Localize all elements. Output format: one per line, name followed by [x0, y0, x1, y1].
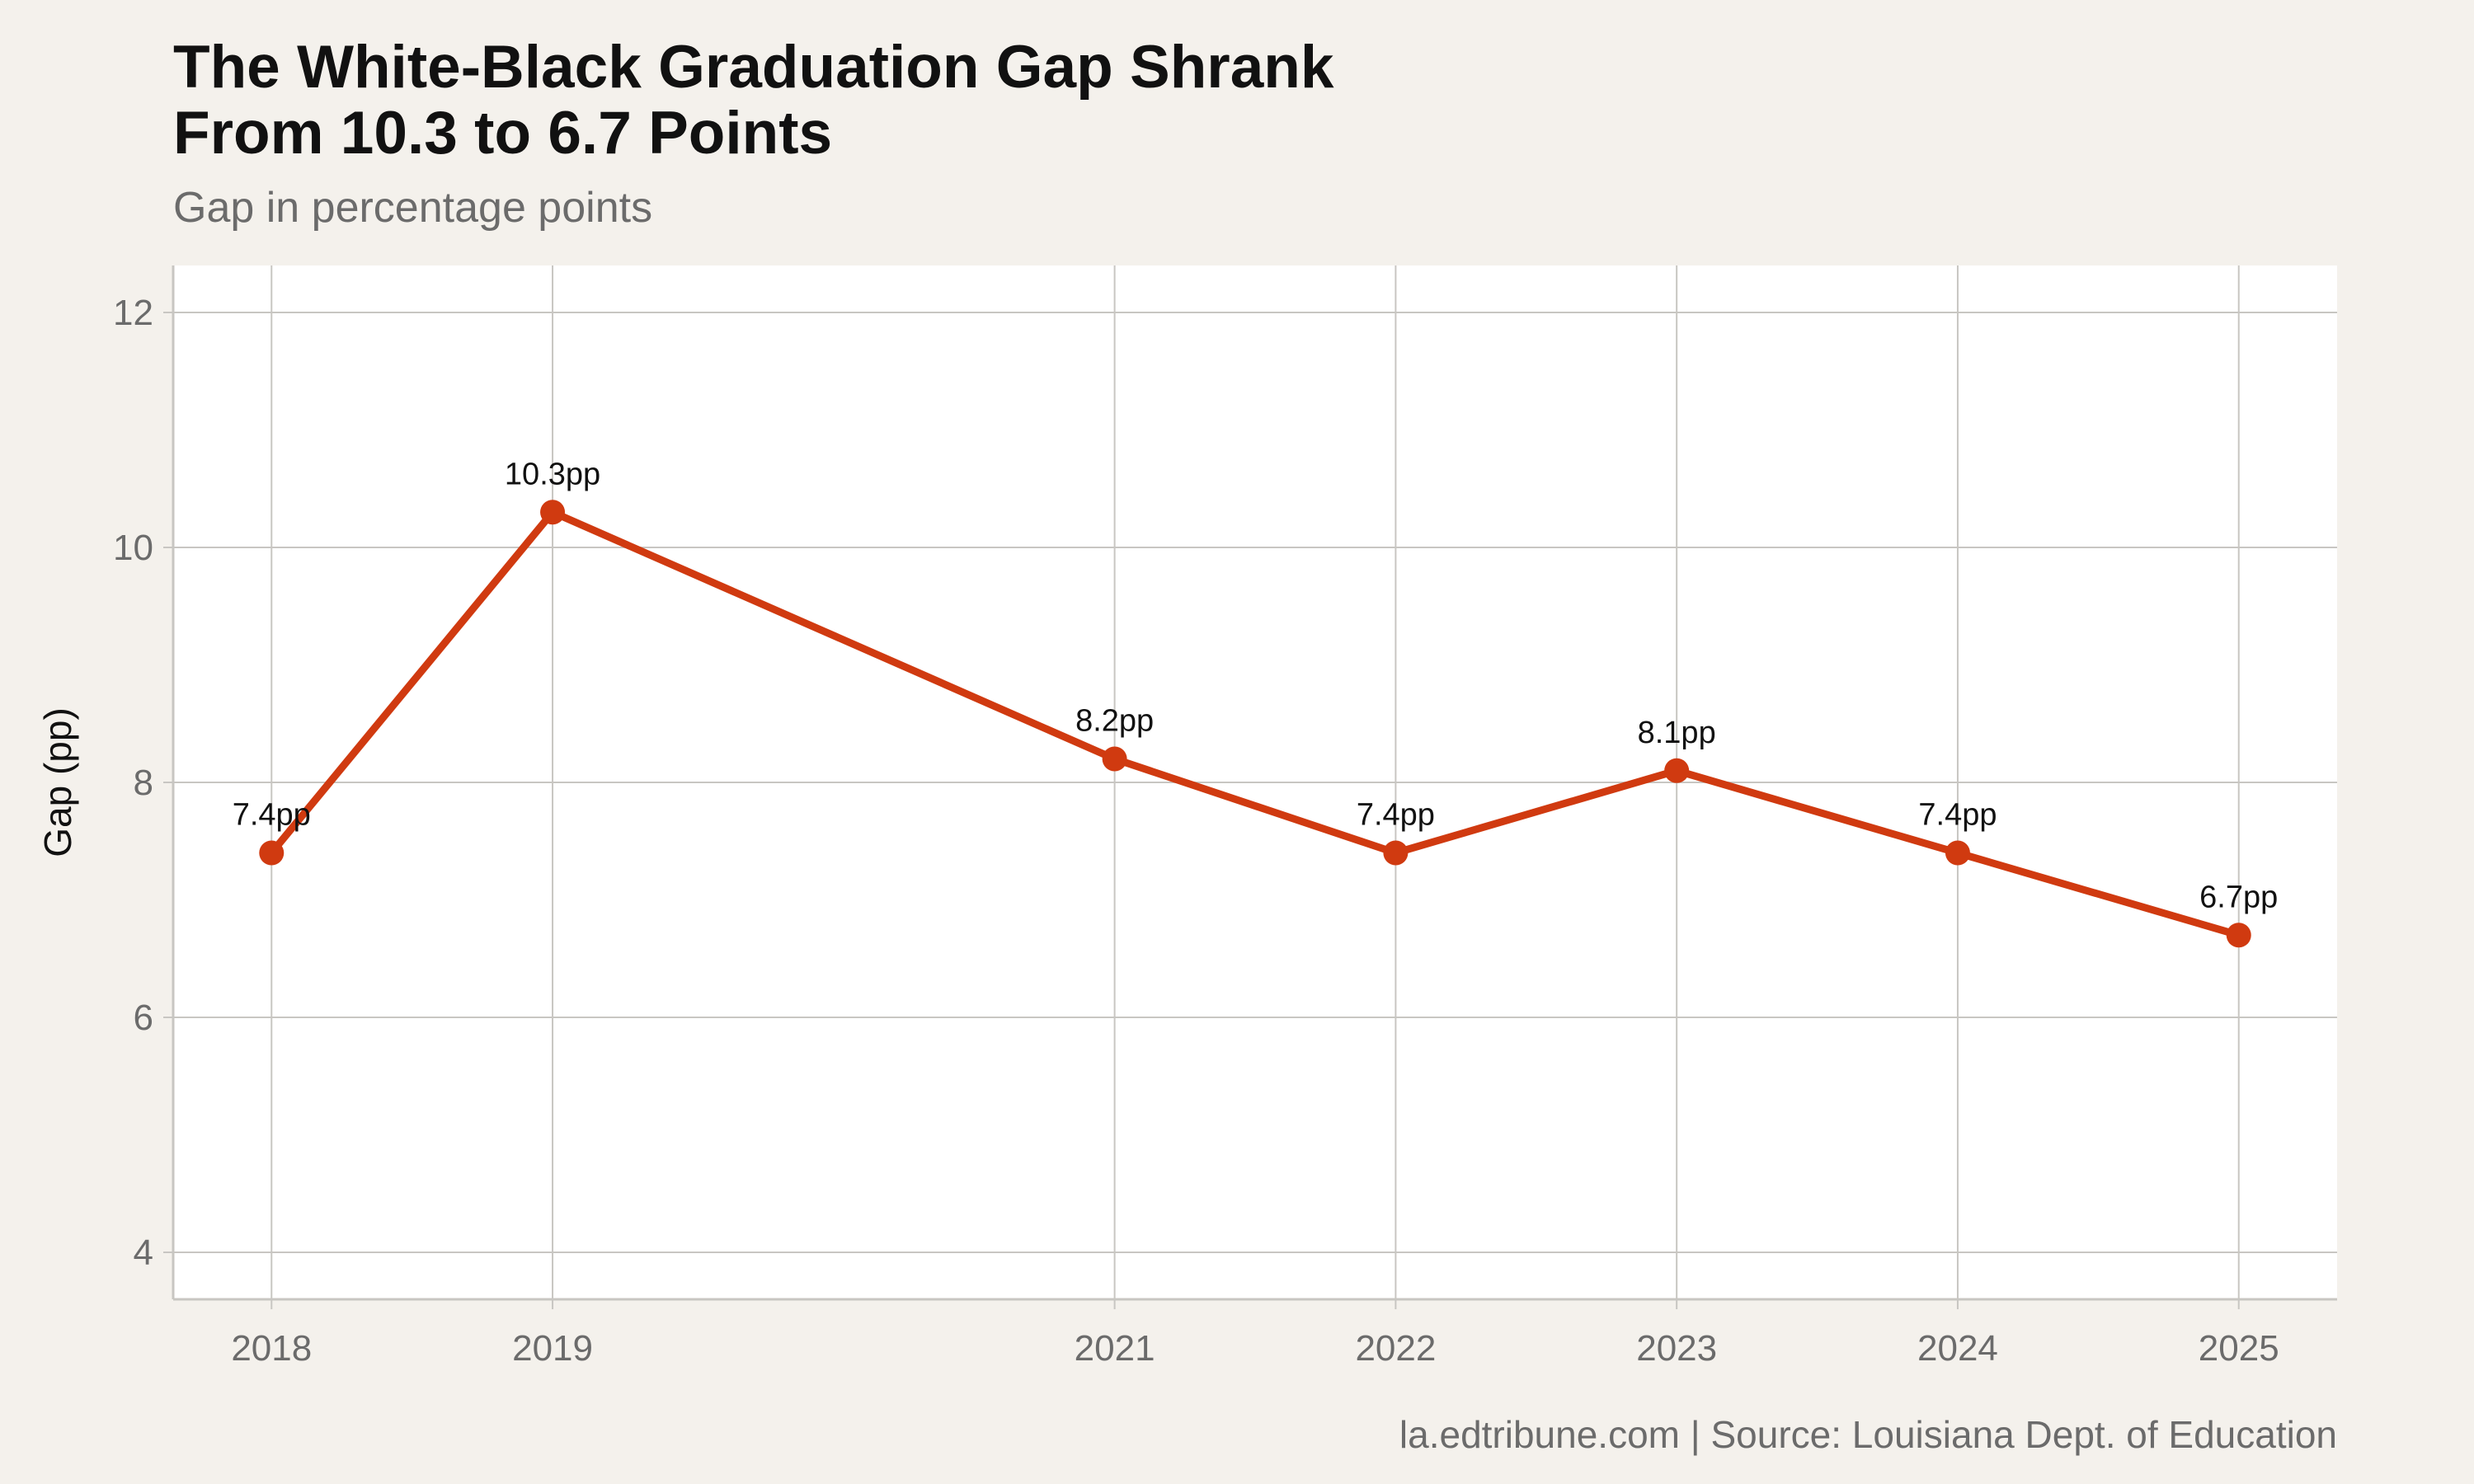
data-label: 7.4pp: [1918, 798, 1997, 833]
x-tick-label: 2019: [512, 1328, 593, 1369]
data-label: 8.1pp: [1638, 716, 1716, 750]
data-point: [1664, 758, 1690, 783]
data-label: 7.4pp: [233, 798, 311, 833]
y-tick-label: 8: [134, 763, 153, 803]
x-tick-label: 2024: [1917, 1328, 1998, 1369]
data-label: 6.7pp: [2199, 880, 2278, 914]
x-tick-label: 2021: [1075, 1328, 1155, 1369]
data-point: [1102, 746, 1127, 772]
source-caption: la.edtribune.com | Source: Louisiana Dep…: [1399, 1413, 2337, 1456]
data-label: 10.3pp: [505, 457, 600, 491]
chart-subtitle: Gap in percentage points: [173, 184, 653, 232]
y-tick-label: 12: [113, 293, 153, 333]
y-axis-label: Gap (pp): [36, 707, 79, 857]
x-tick-label: 2023: [1636, 1328, 1717, 1369]
x-tick-label: 2018: [231, 1328, 312, 1369]
axes: 4 6 8 10 12 2018 2019 2021 2022 2023 2024 2025: [113, 265, 2337, 1369]
data-points: [259, 500, 2251, 948]
data-point: [1945, 840, 1970, 866]
y-tick-label: 4: [134, 1233, 153, 1273]
data-point: [259, 840, 285, 866]
data-point: [1383, 840, 1409, 866]
data-label: 7.4pp: [1357, 798, 1435, 833]
data-label: 8.2pp: [1075, 704, 1154, 739]
data-point: [540, 500, 566, 525]
data-labels: 7.4pp 10.3pp 8.2pp 7.4pp 8.1pp 7.4pp 6.7pp: [233, 457, 2279, 914]
chart-title: The White-Black Graduation Gap Shrank Fr…: [173, 34, 1334, 167]
data-point: [2226, 923, 2251, 948]
x-tick-label: 2022: [1355, 1328, 1436, 1369]
y-tick-label: 6: [134, 998, 153, 1038]
y-tick-label: 10: [113, 528, 153, 568]
grid-lines: [173, 265, 2337, 1299]
x-tick-label: 2025: [2199, 1328, 2279, 1369]
